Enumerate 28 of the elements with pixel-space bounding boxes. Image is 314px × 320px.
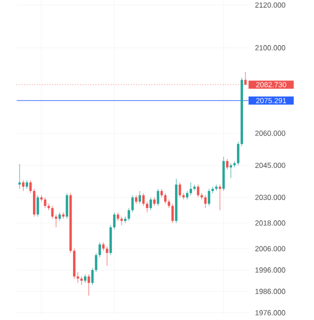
candlestick (230, 162, 232, 178)
candlestick (113, 212, 116, 230)
candlestick (98, 242, 101, 258)
candlestick (236, 142, 240, 166)
candlestick (36, 194, 39, 217)
candlestick (164, 192, 166, 204)
candlestick (128, 208, 130, 222)
candlestick (146, 201, 148, 213)
candlestick (190, 182, 192, 196)
candlestick (22, 180, 24, 192)
candlestick (138, 190, 141, 204)
candlestick (51, 206, 54, 219)
candlestick (204, 194, 207, 208)
candlestick (44, 197, 46, 208)
candlestick (218, 184, 222, 210)
candlestick (32, 188, 36, 217)
candlestick (193, 184, 196, 192)
candlestick (178, 182, 182, 198)
candlestick (94, 252, 98, 272)
candlestick (171, 204, 174, 224)
candlestick (226, 158, 228, 170)
candlestick (18, 164, 21, 190)
candlestick (182, 192, 185, 200)
candlestick (233, 160, 236, 168)
candlestick (88, 274, 90, 296)
candlestick (149, 197, 152, 210)
candlestick (76, 272, 80, 284)
candlestick (196, 184, 200, 198)
